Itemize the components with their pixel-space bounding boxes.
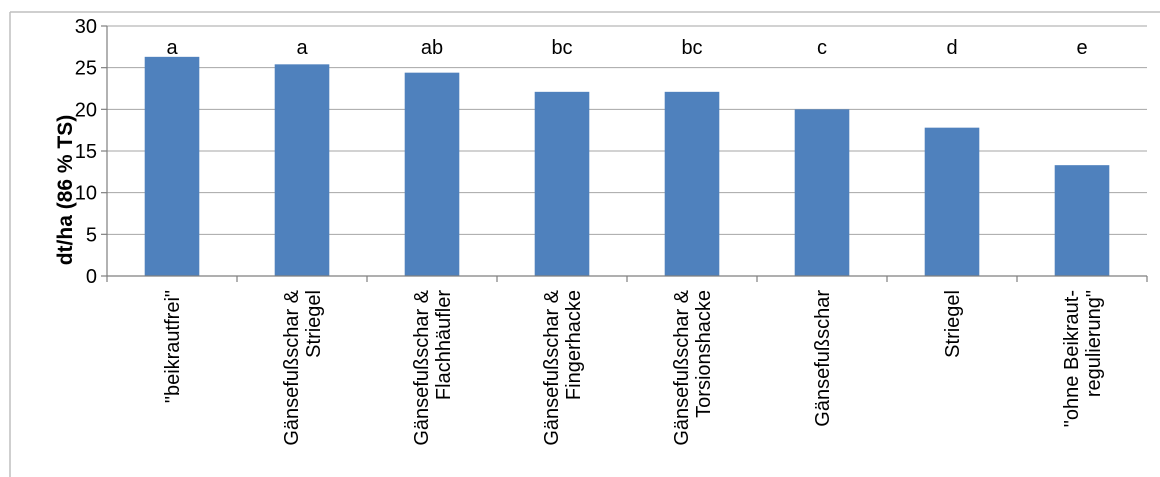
category-label-6-line-1: Gänsefußschar [812,290,834,427]
category-label-5: Gänsefußschar & Torsionshacke [671,289,715,445]
category-label-1: "beikrautfrei" [162,290,184,403]
significance-label-4: bc [551,37,572,59]
category-label-5-line-1: Gänsefußschar & [671,289,693,445]
bar-8 [1054,165,1110,276]
bar-5 [664,91,720,276]
category-label-8: "ohne Beikraut-regulierung" [1061,290,1105,427]
bar-7 [924,127,980,277]
category-label-3: Gänsefußschar & Flachhäufler [411,289,455,445]
bar-1 [144,56,200,277]
significance-label-1: a [166,37,178,59]
category-labels: "beikrautfrei" Gänsefußschar & Striegel Gän… [162,289,1105,445]
bars [144,56,1110,277]
significance-label-2: a [296,37,308,59]
y-tick-label-30: 30 [75,16,97,38]
category-label-5-line-2: Torsionshacke [693,290,715,418]
bar-4 [534,91,590,276]
category-label-4-line-1: Gänsefußschar & [541,289,563,445]
y-tick-labels: 0 5 10 15 20 25 30 [75,16,97,288]
category-label-7-line-1: Striegel [942,290,964,358]
category-label-2: Gänsefußschar & Striegel [281,289,325,445]
bar-2 [274,64,330,276]
category-label-8-line-2: regulierung" [1083,290,1105,397]
y-tick-label-25: 25 [75,58,97,80]
category-label-1-line-1: "beikrautfrei" [162,290,184,403]
bar-6 [794,109,850,276]
chart-frame [9,11,1160,477]
category-label-3-line-1: Gänsefußschar & [411,289,433,445]
category-label-7: Striegel [942,290,964,358]
category-label-2-line-1: Gänsefußschar & [281,289,303,445]
gridlines [107,25,1147,235]
significance-label-5: bc [681,37,702,59]
axes [101,25,1148,282]
y-tick-label-5: 5 [86,224,97,246]
category-label-4-line-2: Fingerhacke [563,290,585,400]
category-label-8-line-1: "ohne Beikraut- [1061,290,1083,427]
bar-3 [404,72,460,277]
category-label-4: Gänsefußschar & Fingerhacke [541,289,585,445]
y-tick-label-10: 10 [75,183,97,205]
y-tick-label-0: 0 [86,266,97,288]
category-label-3-line-2: Flachhäufler [433,290,455,400]
y-tick-label-15: 15 [75,141,97,163]
significance-labels: a a ab bc bc c d e [166,37,1087,59]
category-label-2-line-2: Striegel [303,290,325,358]
y-tick-label-20: 20 [75,99,97,121]
significance-label-8: e [1076,37,1087,59]
significance-label-7: d [946,37,957,59]
significance-label-3: ab [421,37,443,59]
category-label-6: Gänsefußschar [812,290,834,427]
significance-label-6: c [817,37,827,59]
y-axis-title: dt/ha (86 % TS) [54,115,77,266]
